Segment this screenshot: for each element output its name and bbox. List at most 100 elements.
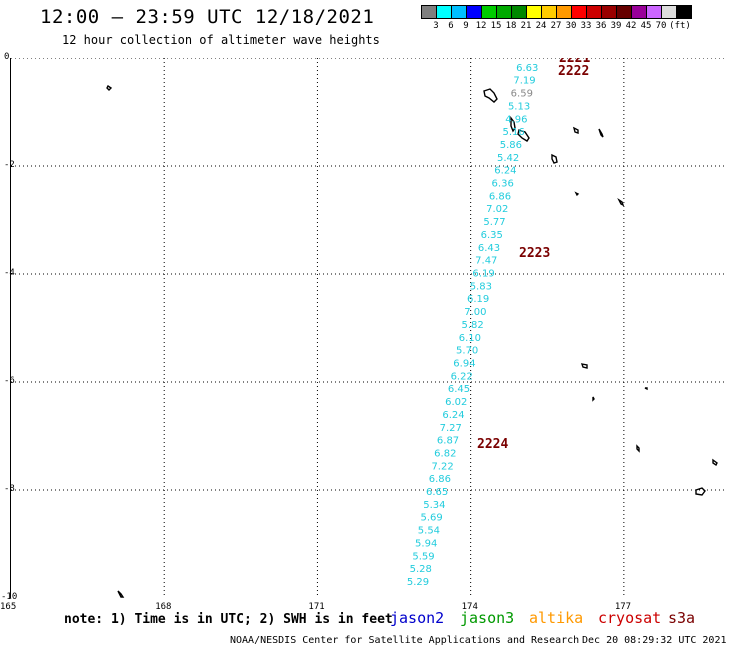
island-outline	[592, 396, 595, 402]
island-outline	[617, 197, 625, 207]
legend-label: 3	[433, 21, 439, 31]
wave-height-label: 6.02	[445, 397, 467, 408]
legend-label: 45	[640, 21, 652, 31]
wave-height-label: 5.16	[502, 127, 524, 138]
map-area: 6.65 6.63 7.19 6.595.13 4.96 5.16 5.86 5.42 6.24…	[10, 58, 726, 598]
longitude-tick: 165	[0, 602, 17, 612]
legend-swatch	[451, 5, 467, 19]
wave-height-label: 6.86	[489, 191, 511, 202]
wave-height-label: 7.27	[440, 423, 462, 434]
longitude-tick: 174	[461, 602, 478, 612]
satellite-altika: altika	[529, 609, 584, 627]
latitude-tick: -8	[4, 484, 15, 494]
wave-height-label: 6.82	[434, 448, 456, 459]
legend-swatch	[436, 5, 452, 19]
wave-height-label: 6.24	[494, 166, 516, 177]
wave-height-label: 5.59	[412, 551, 434, 562]
wave-height-label: 6.65	[519, 58, 541, 61]
wave-height-label: 4.96	[505, 114, 527, 125]
pass-number: 2221	[559, 58, 590, 66]
map-title: 12:00 – 23:59 UTC 12/18/2021	[40, 6, 375, 28]
wave-height-label: 6.24	[442, 410, 464, 421]
wave-height-label: 6.45	[448, 384, 470, 395]
latitude-tick: 0	[4, 52, 10, 62]
legend-label: 33	[580, 21, 592, 31]
legend-swatch	[571, 5, 587, 19]
legend-swatch	[421, 5, 437, 19]
legend-labels: 3 6 9 12 15 18 21 24 27 30 33 36 39 42 45 70 (ft)	[421, 19, 691, 33]
wave-height-label: 6.65	[426, 487, 448, 498]
pass-number: 2222	[558, 64, 589, 79]
wave-height-label: 6.94	[453, 358, 475, 369]
legend-label: 24	[535, 21, 547, 31]
credit-line: NOAA/NESDIS Center for Satellite Applica…	[230, 635, 580, 646]
legend-swatch	[586, 5, 602, 19]
wave-height-label: 5.86	[500, 140, 522, 151]
island-outline	[580, 363, 588, 369]
island-outline	[106, 84, 113, 91]
legend-label: (ft)	[669, 21, 691, 31]
latitude-tick: -4	[4, 268, 15, 278]
wave-height-label: 5.13	[508, 101, 530, 112]
wave-height-label: 7.00	[464, 307, 486, 318]
wave-height-label: 6.10	[459, 333, 481, 344]
latitude-tick: -2	[4, 160, 15, 170]
legend-swatch	[466, 5, 482, 19]
island-outline	[572, 126, 579, 134]
wave-height-label: 6.22	[451, 371, 473, 382]
legend-swatch	[601, 5, 617, 19]
wave-height-label: 6.35	[481, 230, 503, 241]
wave-height-label: 5.82	[462, 320, 484, 331]
generation-timestamp: Dec 20 08:29:32 UTC 2021	[582, 635, 727, 646]
wave-height-label: 5.28	[410, 564, 432, 575]
satellite-jason3: jason3	[460, 609, 515, 627]
wave-height-label: 6.19	[472, 269, 494, 280]
latitude-tick: -6	[4, 376, 15, 386]
units-note: note: 1) Time is in UTC; 2) SWH is in fe…	[64, 612, 393, 627]
wave-height-label: 5.69	[421, 513, 443, 524]
wave-height-label: 6.36	[492, 179, 514, 190]
legend-swatch	[646, 5, 662, 19]
wave-height-label: 6.19	[467, 294, 489, 305]
legend-label: 36	[595, 21, 607, 31]
island-outline	[510, 115, 516, 133]
legend-swatch	[631, 5, 647, 19]
satellite-jason2: jason2	[390, 609, 445, 627]
island-outline	[483, 88, 498, 103]
legend-swatch	[526, 5, 542, 19]
wave-height-label: 7.22	[431, 461, 453, 472]
longitude-tick: 168	[155, 602, 172, 612]
legend-swatch	[511, 5, 527, 19]
wave-height-label: 5.34	[423, 500, 445, 511]
legend-label: 15	[490, 21, 502, 31]
latitude-tick: -10	[1, 592, 18, 602]
legend-label: 12	[475, 21, 487, 31]
wave-height-label: 6.43	[478, 243, 500, 254]
legend-swatch	[661, 5, 677, 19]
island-outline	[551, 153, 558, 164]
legend-swatch	[481, 5, 497, 19]
island-outline	[695, 487, 706, 496]
island-outline	[574, 191, 580, 197]
island-outline	[517, 129, 530, 142]
satellite-cryosat: cryosat	[598, 609, 662, 627]
legend-swatch	[541, 5, 557, 19]
legend-label: 30	[565, 21, 577, 31]
legend-swatch	[556, 5, 572, 19]
island-outline	[636, 444, 640, 453]
wave-height-label: 5.42	[497, 153, 519, 164]
legend-label: 39	[610, 21, 622, 31]
wave-height-label: 5.77	[483, 217, 505, 228]
longitude-tick: 177	[614, 602, 632, 612]
wave-height-label: 6.59	[511, 89, 533, 100]
wave-height-label: 6.86	[429, 474, 451, 485]
wave-height-label: 5.70	[456, 346, 478, 357]
wave-height-label: 5.94	[415, 538, 437, 549]
legend-label: 42	[625, 21, 637, 31]
legend-label: 70	[655, 21, 667, 31]
legend-swatch	[676, 5, 692, 19]
wave-height-label: 5.54	[418, 526, 440, 537]
island-outline	[644, 387, 648, 391]
wave-height-label: 7.02	[486, 204, 508, 215]
wave-height-legend: 3 6 9 12 15 18 21 24 27 30 33 36 39 42 45 70 (ft)	[421, 5, 692, 33]
